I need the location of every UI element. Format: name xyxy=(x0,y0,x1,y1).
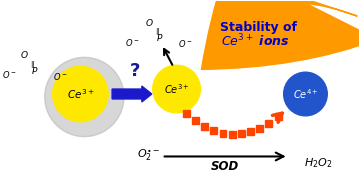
Text: $O^-$: $O^-$ xyxy=(53,71,67,82)
Text: $O^-$: $O^-$ xyxy=(2,69,17,80)
Text: ?: ? xyxy=(130,62,140,80)
Text: SOD: SOD xyxy=(211,160,239,173)
FancyArrowPatch shape xyxy=(201,0,359,69)
Text: Stability of: Stability of xyxy=(220,21,297,34)
Text: $P$: $P$ xyxy=(156,32,163,43)
Text: $Ce^{3+}$ ions: $Ce^{3+}$ ions xyxy=(222,33,290,50)
Bar xyxy=(210,127,217,134)
FancyArrow shape xyxy=(112,86,152,102)
Text: $H_2O_2$: $H_2O_2$ xyxy=(304,156,332,170)
Text: $Ce^{3+}$: $Ce^{3+}$ xyxy=(67,87,94,101)
Circle shape xyxy=(45,57,124,137)
Text: $O_2^{\bullet -}$: $O_2^{\bullet -}$ xyxy=(137,148,160,163)
Circle shape xyxy=(153,65,200,113)
Bar xyxy=(238,130,245,137)
Bar xyxy=(183,110,190,117)
Circle shape xyxy=(284,72,327,116)
Text: $O^-$: $O^-$ xyxy=(178,38,192,49)
Bar xyxy=(192,117,199,124)
Bar xyxy=(201,123,208,130)
Bar xyxy=(275,113,281,120)
Text: $Ce^{4+}$: $Ce^{4+}$ xyxy=(293,87,318,101)
Text: $\|$: $\|$ xyxy=(31,59,35,70)
Text: $Ce^{3+}$: $Ce^{3+}$ xyxy=(164,82,190,96)
Text: $O$: $O$ xyxy=(145,17,154,28)
Bar xyxy=(265,120,272,127)
Text: $P$: $P$ xyxy=(31,65,38,76)
Bar xyxy=(247,129,254,135)
Circle shape xyxy=(53,66,108,122)
Text: $O^-$: $O^-$ xyxy=(125,37,140,48)
Bar xyxy=(256,125,263,132)
Text: $\|$: $\|$ xyxy=(155,26,160,37)
Bar xyxy=(229,131,236,138)
Text: $O$: $O$ xyxy=(20,49,29,60)
Bar xyxy=(220,130,227,137)
